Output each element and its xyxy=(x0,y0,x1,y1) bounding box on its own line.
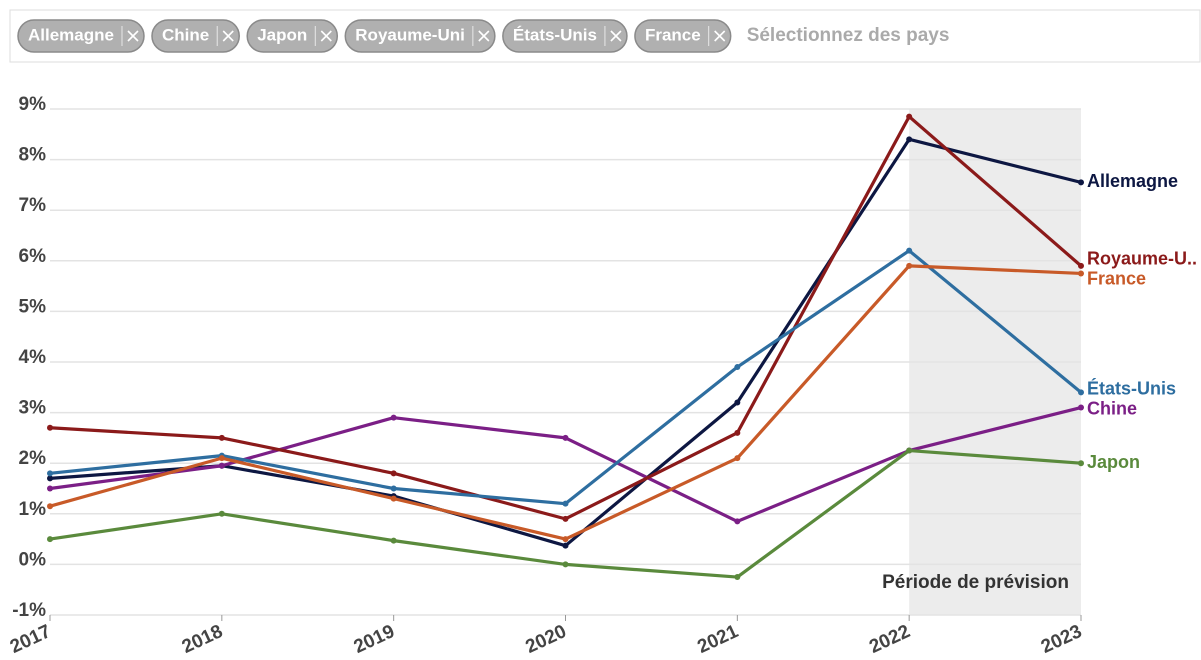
end-label: Royaume-U.. xyxy=(1087,248,1197,268)
country-chip[interactable]: Allemagne xyxy=(17,19,145,53)
point xyxy=(47,536,53,543)
end-label: Chine xyxy=(1087,399,1137,419)
chip-remove[interactable] xyxy=(478,30,490,42)
point xyxy=(218,510,225,517)
point xyxy=(906,247,913,254)
chip-remove[interactable] xyxy=(127,30,139,42)
y-tick-label: 5% xyxy=(19,296,47,317)
point xyxy=(906,136,913,143)
y-tick-label: 4% xyxy=(19,347,47,368)
point xyxy=(906,113,913,120)
point xyxy=(390,470,397,477)
point xyxy=(1078,270,1084,277)
x-tick-label: 2018 xyxy=(179,621,226,658)
point xyxy=(218,462,225,469)
point xyxy=(47,470,53,477)
point xyxy=(218,455,225,462)
country-chip[interactable]: Japon xyxy=(246,19,339,53)
y-tick-label: -1% xyxy=(12,600,46,621)
point xyxy=(390,414,397,421)
point xyxy=(1078,179,1084,186)
point xyxy=(906,262,913,269)
y-tick-label: 3% xyxy=(19,398,47,419)
point xyxy=(47,485,53,492)
end-label: Japon xyxy=(1087,452,1140,472)
x-tick-label: 2022 xyxy=(866,621,913,658)
chip-remove[interactable] xyxy=(714,30,726,42)
placeholder[interactable]: Sélectionnez des pays xyxy=(747,25,950,46)
point xyxy=(390,485,397,492)
point xyxy=(562,434,569,441)
x-tick-label: 2019 xyxy=(351,621,398,658)
point xyxy=(1078,404,1084,411)
y-tick-label: 1% xyxy=(19,499,47,520)
point xyxy=(734,455,741,462)
point xyxy=(734,364,741,371)
end-label: France xyxy=(1087,268,1146,288)
point xyxy=(390,495,397,502)
y-tick-label: 8% xyxy=(19,145,47,166)
end-label: Allemagne xyxy=(1087,171,1178,191)
point xyxy=(47,424,53,431)
point xyxy=(1078,389,1084,396)
country-chip[interactable]: Royaume-Uni xyxy=(344,19,496,53)
y-tick-label: 0% xyxy=(19,549,47,570)
point xyxy=(906,447,913,454)
y-tick-label: 6% xyxy=(19,246,47,267)
y-tick-label: 7% xyxy=(19,195,47,216)
y-tick-label: 2% xyxy=(19,448,47,469)
point xyxy=(562,542,569,549)
point xyxy=(562,536,569,543)
country-chip[interactable]: États-Unis xyxy=(502,19,628,53)
point xyxy=(218,434,225,441)
country-chip[interactable]: Chine xyxy=(151,19,240,53)
point xyxy=(562,515,569,522)
point xyxy=(734,518,741,525)
point xyxy=(390,537,397,544)
x-tick-label: 2017 xyxy=(7,621,54,658)
chip-remove[interactable] xyxy=(610,30,622,42)
chip-bg xyxy=(634,19,732,53)
chip-label: France xyxy=(645,25,701,44)
chip-bg xyxy=(17,19,145,53)
country-chip[interactable]: France xyxy=(634,19,732,53)
point xyxy=(1078,460,1084,467)
chip-bg xyxy=(246,19,339,53)
forecast-label: Période de prévision xyxy=(882,572,1069,593)
chip-label: Royaume-Uni xyxy=(355,25,465,44)
point xyxy=(734,429,741,436)
chip-label: États-Unis xyxy=(513,25,597,44)
point xyxy=(734,574,741,581)
chip-label: Chine xyxy=(162,25,209,44)
x-tick-label: 2020 xyxy=(523,621,570,658)
point xyxy=(734,399,741,406)
y-tick-label: 9% xyxy=(19,94,47,115)
chip-remove[interactable] xyxy=(320,30,332,42)
point xyxy=(47,503,53,510)
point xyxy=(562,500,569,507)
chip-remove[interactable] xyxy=(222,30,234,42)
chip-bg xyxy=(344,19,496,53)
x-tick-label: 2021 xyxy=(694,621,742,658)
point xyxy=(562,561,569,568)
chip-label: Japon xyxy=(257,25,307,44)
chip-label: Allemagne xyxy=(28,25,114,44)
chip-bg xyxy=(502,19,628,53)
point xyxy=(47,475,53,482)
end-label: États-Unis xyxy=(1087,378,1176,399)
point xyxy=(1078,262,1084,269)
x-tick-label: 2023 xyxy=(1038,621,1085,658)
